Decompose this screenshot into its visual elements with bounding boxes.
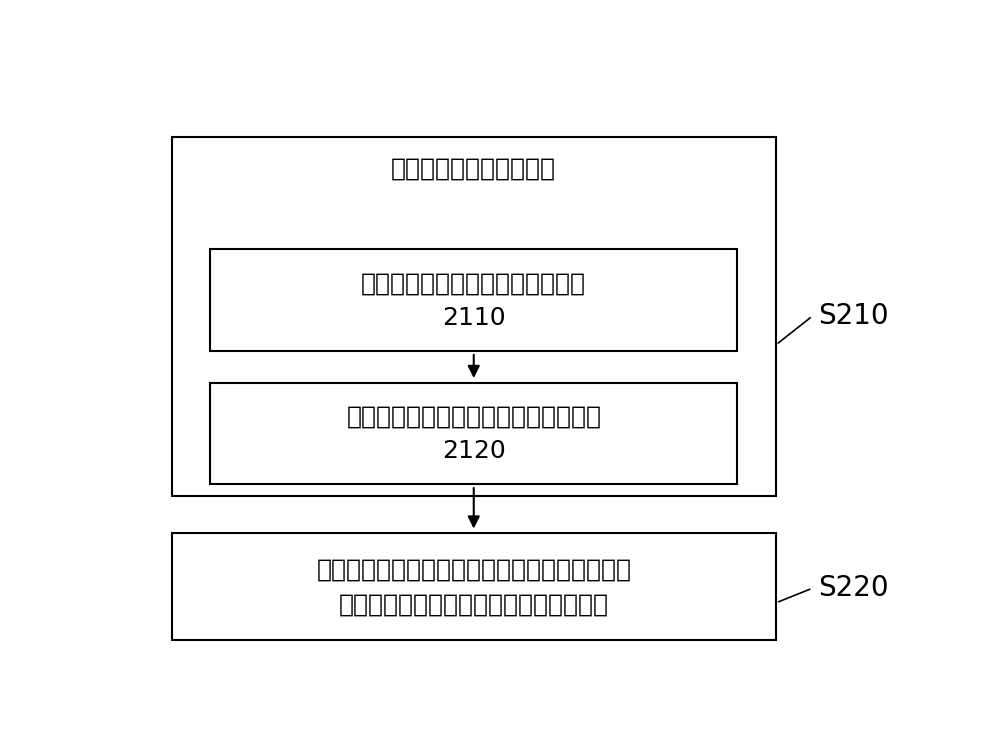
Text: 接收关于所述神经网络的结构信息: 接收关于所述神经网络的结构信息 <box>361 272 586 296</box>
Bar <box>172 533 776 641</box>
Bar <box>210 383 737 484</box>
Text: 运行所述神经网络以确定节点中的可量化节点，: 运行所述神经网络以确定节点中的可量化节点， <box>316 557 631 581</box>
Text: 以便于对所述可量化节点的输入进行量化: 以便于对所述可量化节点的输入进行量化 <box>339 592 609 616</box>
Text: 2120: 2120 <box>442 438 506 462</box>
Text: S210: S210 <box>819 302 889 330</box>
Text: 2110: 2110 <box>442 305 506 329</box>
Text: S220: S220 <box>819 575 889 602</box>
Text: 获取所述神经网络的节点: 获取所述神经网络的节点 <box>391 156 556 180</box>
Text: 从结构信息中获取所述神经网络的节点: 从结构信息中获取所述神经网络的节点 <box>346 405 601 429</box>
Bar <box>172 137 776 496</box>
Bar <box>210 250 737 350</box>
